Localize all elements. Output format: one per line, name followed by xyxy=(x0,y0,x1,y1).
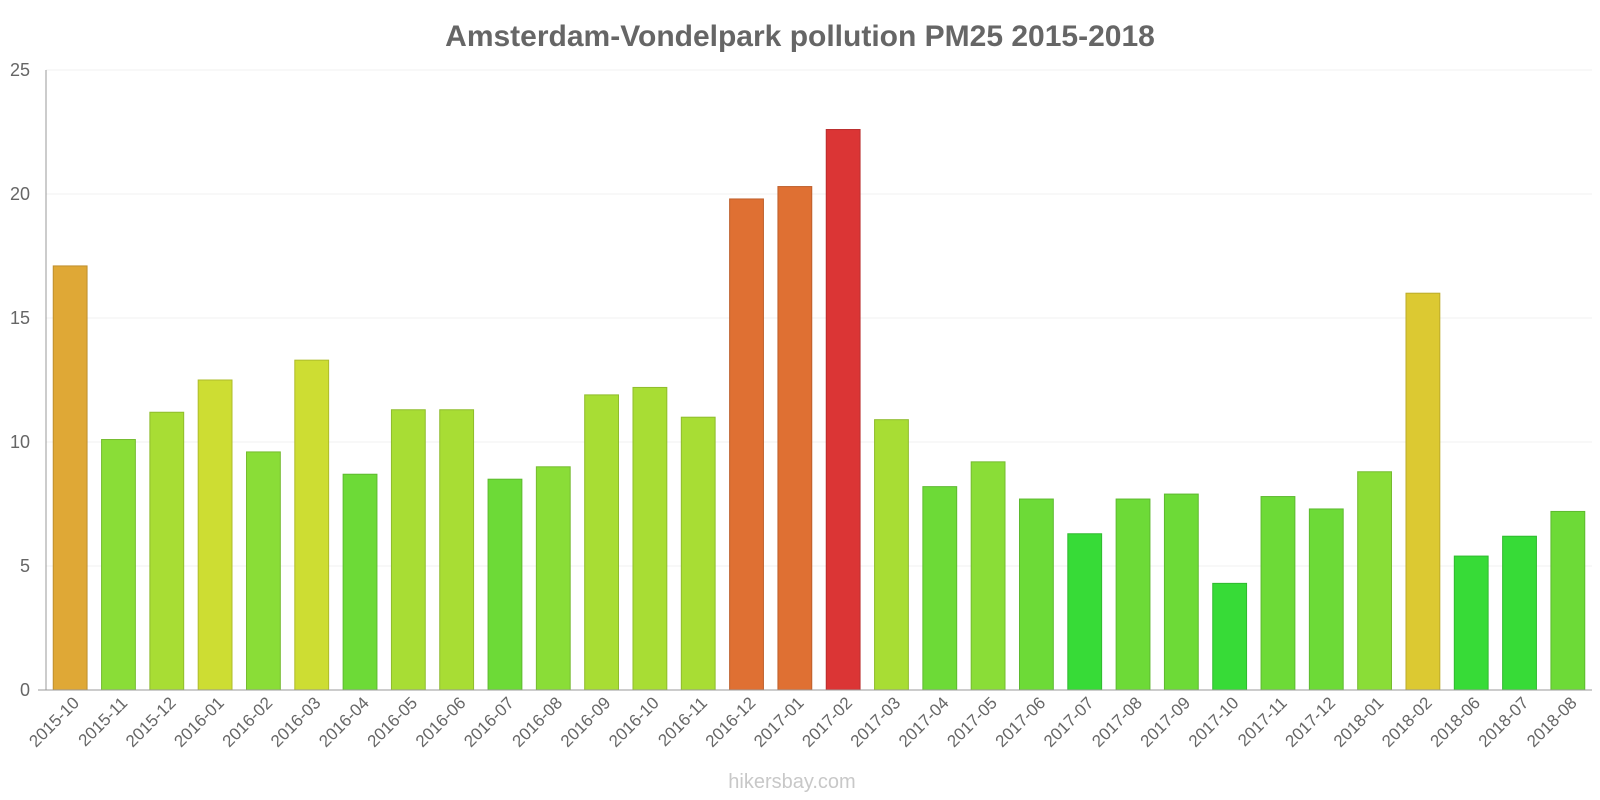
bar-2018-07 xyxy=(1502,535,1537,691)
x-tick-label: 2018-07 xyxy=(1475,693,1533,751)
x-tick-label: 2018-02 xyxy=(1378,693,1436,751)
bar-2017-10 xyxy=(1212,582,1248,691)
bar-2018-01 xyxy=(1357,471,1393,691)
x-tick-label: 2015-11 xyxy=(75,693,132,750)
bar-2017-11 xyxy=(1260,496,1296,691)
x-tick-label: 2016-03 xyxy=(267,693,325,751)
bar-2018-08 xyxy=(1550,510,1586,691)
x-tick-label: 2017-03 xyxy=(847,693,905,751)
x-tick-label: 2017-08 xyxy=(1088,693,1146,751)
bar-2016-08 xyxy=(535,466,571,691)
y-tick-label: 20 xyxy=(10,184,30,204)
x-tick-label: 2016-08 xyxy=(509,693,567,751)
bar-2016-05 xyxy=(390,409,426,691)
x-tick-label: 2016-02 xyxy=(219,693,277,751)
bar-2016-09 xyxy=(584,394,620,691)
bar-2017-01 xyxy=(777,186,813,691)
x-tick-label: 2016-10 xyxy=(605,693,663,751)
x-tick-label: 2016-12 xyxy=(702,693,760,751)
x-tick-label: 2017-10 xyxy=(1185,693,1243,751)
x-tick-label: 2017-09 xyxy=(1137,693,1195,751)
x-tick-label: 2016-05 xyxy=(364,693,422,751)
bar-2017-12 xyxy=(1308,508,1344,691)
bar-2016-06 xyxy=(439,409,475,691)
bar-2015-10 xyxy=(52,265,88,691)
x-tick-label: 2016-04 xyxy=(315,693,373,751)
bar-2016-02 xyxy=(245,451,281,691)
y-tick-label: 15 xyxy=(10,308,30,328)
bar-2018-02 xyxy=(1405,292,1441,691)
bar-2016-03 xyxy=(294,359,330,691)
x-tick-label: 2016-11 xyxy=(654,693,711,750)
bar-2017-08 xyxy=(1115,498,1151,691)
bar-2017-03 xyxy=(874,419,909,691)
x-tick-label: 2015-12 xyxy=(122,693,180,751)
bar-2016-07 xyxy=(487,478,523,691)
x-tick-label: 2018-01 xyxy=(1330,693,1388,751)
x-tick-labels: 2015-102015-112015-122016-012016-022016-… xyxy=(25,693,1580,751)
x-tick-label: 2016-06 xyxy=(412,693,470,751)
bar-2018-06 xyxy=(1453,555,1489,691)
x-tick-label: 2016-09 xyxy=(557,693,615,751)
x-tick-label: 2017-01 xyxy=(750,693,808,751)
x-tick-label: 2017-04 xyxy=(895,693,953,751)
y-tick-labels: 0 5 10 15 20 25 xyxy=(10,60,30,700)
y-tick-label: 25 xyxy=(10,60,30,80)
bar-2017-06 xyxy=(1018,498,1054,691)
bar-2015-11 xyxy=(101,439,136,691)
y-tick-label: 10 xyxy=(10,432,30,452)
bar-2017-04 xyxy=(922,486,958,691)
bar-2017-07 xyxy=(1067,533,1103,691)
bar-2016-12 xyxy=(729,198,764,691)
x-tick-label: 2017-12 xyxy=(1282,693,1340,751)
x-tick-label: 2017-05 xyxy=(943,693,1001,751)
watermark: hikersbay.com xyxy=(728,771,855,793)
bar-2016-04 xyxy=(342,473,378,691)
x-tick-label: 2017-06 xyxy=(992,693,1050,751)
x-tick-label: 2016-07 xyxy=(460,693,518,751)
bar-2016-11 xyxy=(680,416,716,691)
x-tick-label: 2015-10 xyxy=(25,693,83,751)
axes xyxy=(38,70,1592,691)
y-tick-label: 5 xyxy=(20,556,30,576)
bar-2015-12 xyxy=(149,411,185,691)
chart-title: Amsterdam-Vondelpark pollution PM25 2015… xyxy=(445,20,1155,53)
bar-2017-05 xyxy=(970,461,1006,691)
bar-2016-01 xyxy=(197,379,233,691)
bar-2017-09 xyxy=(1163,493,1199,691)
bar-2017-02 xyxy=(825,129,861,691)
x-tick-label: 2018-08 xyxy=(1523,693,1581,751)
x-tick-label: 2018-06 xyxy=(1426,693,1484,751)
x-tick-label: 2017-07 xyxy=(1040,693,1098,751)
x-tick-label: 2017-02 xyxy=(798,693,856,751)
bars xyxy=(52,129,1586,691)
x-tick-label: 2017-11 xyxy=(1234,693,1291,750)
bar-2016-10 xyxy=(632,386,668,691)
y-tick-label: 0 xyxy=(20,680,30,700)
x-tick-label: 2016-01 xyxy=(170,693,228,751)
